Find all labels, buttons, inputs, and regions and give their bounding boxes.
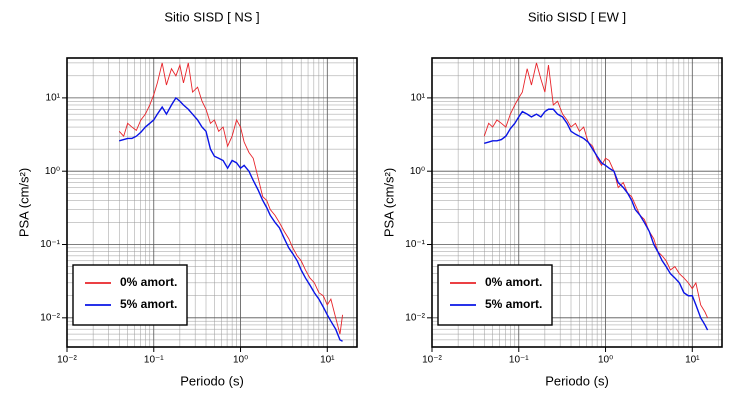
series-line (119, 96, 343, 342)
legend-box (72, 264, 188, 326)
x-tick-label: 10⁻¹ (144, 355, 164, 366)
plot-frame (431, 57, 723, 348)
chart: Sitio SISD [ EW ] Periodo (s) PSA (cm/s²) 1… (381, 9, 723, 388)
legend-label: 5% amort. (120, 297, 177, 311)
x-tick-label: 10⁻¹ (509, 355, 529, 366)
y-tick-label: 10⁰ (45, 166, 60, 177)
y-tick-label: 10⁻¹ (40, 239, 60, 250)
legend-label: 5% amort. (485, 297, 542, 311)
x-tick-label: 10¹ (685, 355, 700, 366)
chart-title: Sitio SISD [ NS ] (164, 9, 259, 24)
x-tick-label: 10⁰ (598, 355, 613, 366)
chart: Sitio SISD [ NS ] Periodo (s) PSA (cm/s²) 1… (16, 9, 358, 388)
legend-label: 0% amort. (120, 275, 177, 289)
y-tick-label: 10⁰ (410, 166, 425, 177)
y-axis-label: PSA (cm/s²) (381, 168, 396, 237)
y-tick-label: 10⁻² (40, 312, 60, 323)
plot-frame (66, 57, 358, 348)
x-tick-label: 10⁻² (422, 355, 442, 366)
legend-box (437, 264, 553, 326)
y-tick-label: 10¹ (46, 93, 61, 104)
legend-label: 0% amort. (485, 275, 542, 289)
x-axis-label: Periodo (s) (180, 373, 244, 388)
y-axis-label: PSA (cm/s²) (16, 168, 31, 237)
x-tick-label: 10⁻² (57, 355, 77, 366)
series-line (483, 62, 708, 319)
y-tick-label: 10¹ (411, 93, 426, 104)
chart-title: Sitio SISD [ EW ] (528, 9, 626, 24)
series-line (484, 108, 709, 331)
y-tick-label: 10⁻² (405, 312, 425, 323)
x-tick-label: 10¹ (320, 355, 335, 366)
x-axis-label: Periodo (s) (545, 373, 609, 388)
x-tick-label: 10⁰ (233, 355, 248, 366)
y-tick-label: 10⁻¹ (405, 239, 425, 250)
series-line (118, 62, 344, 335)
